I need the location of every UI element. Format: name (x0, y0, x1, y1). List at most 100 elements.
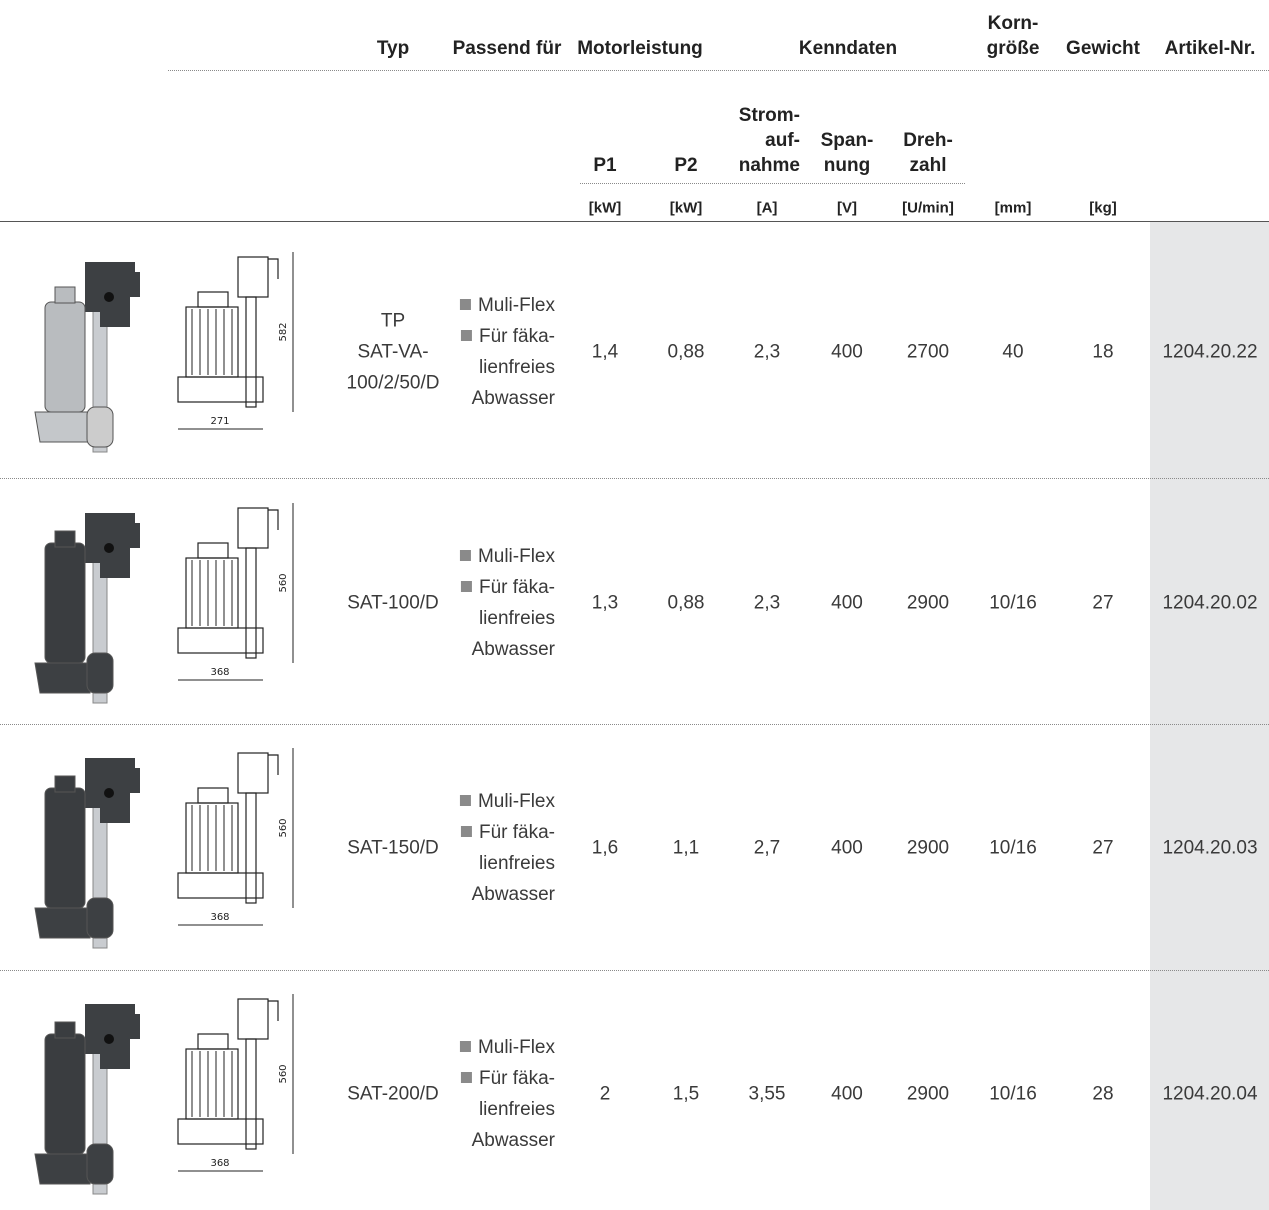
passend-text: Abwasser (471, 388, 555, 409)
passend-text: lienfreies (478, 1099, 555, 1120)
cell-spannung: 400 (831, 1079, 863, 1110)
unit-label-line: [V] (837, 199, 857, 217)
unit-label: [U/min] (902, 200, 954, 217)
cell-artikel-line: 1204.20.02 (1162, 592, 1258, 614)
cell-spannung-line: 400 (831, 341, 863, 363)
subheader-divider (580, 183, 965, 184)
bullet (459, 299, 471, 310)
pump-shape (245, 1038, 257, 1150)
passend-text: Abwasser (471, 1130, 555, 1151)
cell-spannung-line: 400 (831, 1083, 863, 1105)
pump-shape (86, 652, 114, 694)
header-typ: Typ (377, 36, 409, 61)
unit-label: [kg] (1089, 200, 1117, 217)
pump-shape (34, 662, 96, 694)
unit-label-line: [kg] (1089, 199, 1117, 217)
cell-artikel-line: 1204.20.03 (1162, 837, 1258, 859)
passend-line: Für fäka- (460, 1063, 555, 1094)
pump-shape (54, 286, 76, 304)
passend-line: Muli-Flex (459, 786, 555, 817)
cell-passend: Muli-Flex Für fäka-lienfreies Abwasser (459, 1032, 555, 1156)
passend-line: Für fäka- (460, 321, 555, 352)
pump-shape (44, 1033, 86, 1155)
cell-strom: 2,3 (754, 588, 780, 619)
pump-shape (268, 754, 279, 775)
header-strom-line: Strom- (738, 105, 800, 126)
header-p1-line: P1 (593, 155, 617, 176)
cell-typ: SAT-100/D (347, 588, 439, 619)
passend-line: lienfreies (460, 1094, 555, 1125)
unit-label: [mm] (995, 200, 1032, 217)
cell-spannung-line: 400 (831, 837, 863, 859)
cell-p2-line: 1,5 (672, 1083, 700, 1105)
header-drehzahl-line: Dreh- (903, 130, 953, 151)
pump-shape (185, 802, 239, 874)
pump-shape (34, 907, 96, 939)
pump-shape (104, 292, 114, 302)
header-p2: P2 (674, 153, 697, 178)
dimension-label: 560 (278, 573, 289, 592)
header-motorleistung-line: Motorleistung (577, 38, 703, 59)
passend-line: Abwasser (460, 879, 555, 910)
pump-shape (54, 530, 76, 548)
pump-shape (245, 296, 257, 408)
bullet (459, 1041, 471, 1052)
pump-shape (104, 1034, 114, 1044)
cell-korn: 10/16 (989, 1079, 1037, 1110)
passend-text: Für fäka- (478, 822, 555, 843)
passend-line: Muli-Flex (459, 541, 555, 572)
dimension-label: 368 (210, 912, 229, 923)
cell-typ: SAT-150/D (347, 833, 439, 864)
pump-shape (237, 752, 269, 794)
cell-typ-line: 100/2/50/D (346, 372, 440, 394)
cell-strom-line: 2,3 (753, 592, 781, 614)
header-kenndaten-line: Kenndaten (798, 38, 898, 59)
cell-korn-line: 40 (1002, 341, 1024, 363)
pump-shape (177, 627, 264, 654)
cell-p2: 0,88 (668, 337, 705, 368)
dimension-label: 368 (210, 1158, 229, 1169)
passend-text: Abwasser (471, 639, 555, 660)
passend-line: Abwasser (460, 1125, 555, 1156)
header-strom-line: auf- (765, 130, 800, 151)
cell-gewicht: 27 (1092, 588, 1113, 619)
header-artikel: Artikel-Nr. (1165, 36, 1256, 61)
cell-drehzahl-line: 2900 (906, 837, 950, 859)
unit-label: [A] (757, 200, 778, 217)
passend-line: Muli-Flex (459, 290, 555, 321)
unit-label-line: [kW] (588, 199, 622, 217)
pump-shape (268, 258, 279, 279)
cell-p1-line: 2 (599, 1083, 611, 1105)
cell-drehzahl-line: 2700 (906, 341, 950, 363)
row-divider (0, 478, 1269, 479)
cell-artikel: 1204.20.03 (1162, 833, 1257, 864)
cell-spannung: 400 (831, 833, 863, 864)
cell-strom: 3,55 (749, 1079, 786, 1110)
bullet (460, 581, 472, 592)
cell-korn: 10/16 (989, 588, 1037, 619)
bullet (459, 550, 471, 561)
cell-drehzahl-line: 2900 (906, 1083, 950, 1105)
cell-artikel-line: 1204.20.22 (1162, 341, 1258, 363)
passend-text: Für fäka- (478, 326, 555, 347)
dimension-label: 368 (210, 667, 229, 678)
pump-drawing: 560 368 (177, 748, 294, 926)
pump-photo (34, 1004, 140, 1195)
cell-strom-line: 2,7 (753, 837, 781, 859)
cell-spannung: 400 (831, 337, 863, 368)
bullet (459, 795, 471, 806)
pump-shape (86, 897, 114, 939)
cell-p1: 1,4 (592, 337, 618, 368)
cell-gewicht: 28 (1092, 1079, 1113, 1110)
row-divider (0, 970, 1269, 971)
header-gewicht-line: Gewicht (1066, 38, 1140, 59)
cell-passend: Muli-Flex Für fäka-lienfreies Abwasser (459, 290, 555, 414)
pump-shape (268, 509, 279, 530)
passend-text: lienfreies (478, 608, 555, 629)
unit-label-line: [U/min] (902, 199, 954, 217)
pump-shape (34, 411, 96, 443)
cell-gewicht-line: 27 (1092, 837, 1114, 859)
cell-drehzahl: 2900 (907, 1079, 949, 1110)
cell-korn-line: 10/16 (989, 837, 1037, 859)
